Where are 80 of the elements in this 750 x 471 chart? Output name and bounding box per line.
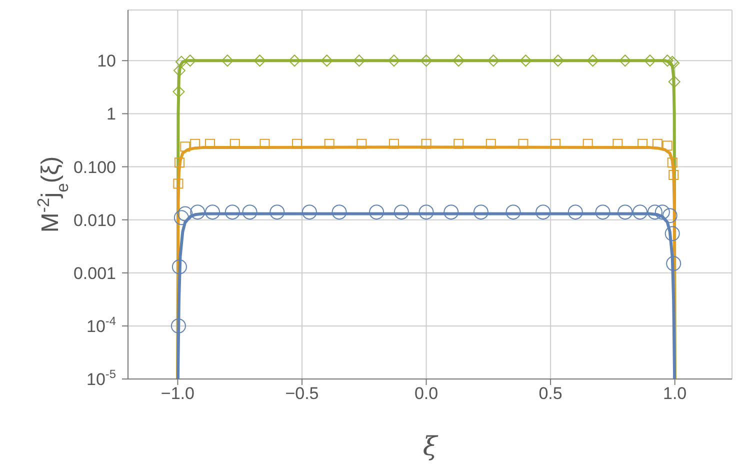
point: [420, 54, 432, 67]
point: [174, 158, 184, 168]
point: [486, 138, 496, 149]
point: [618, 204, 633, 220]
point: [324, 138, 334, 149]
point: [205, 204, 220, 220]
point: [172, 259, 187, 274]
point: [184, 54, 196, 67]
point: [487, 54, 500, 67]
y-tick-label: 1: [106, 104, 116, 124]
point: [452, 54, 465, 67]
point: [595, 204, 610, 220]
y-tick-label: 10$^{-5}$: [86, 367, 116, 389]
point: [172, 86, 185, 98]
point: [320, 54, 333, 67]
point: [518, 138, 528, 149]
point: [242, 204, 258, 220]
point: [388, 54, 400, 67]
point: [174, 210, 189, 226]
point: [173, 64, 186, 77]
y-tick-label: 10: [97, 52, 116, 71]
point: [654, 204, 670, 220]
point: [332, 204, 347, 220]
point: [356, 138, 367, 149]
point: [221, 54, 234, 67]
point: [180, 142, 190, 152]
y-tick-label: 0.100: [73, 158, 116, 177]
point: [506, 204, 521, 220]
point: [178, 206, 193, 222]
point: [394, 204, 409, 220]
point: [661, 54, 674, 67]
point: [652, 138, 662, 149]
point: [288, 54, 301, 67]
point: [552, 54, 564, 67]
point: [568, 204, 583, 220]
x-tick-label: 0.5: [538, 384, 562, 404]
point: [662, 208, 678, 224]
point: [473, 204, 488, 220]
x-axis-title: ξ: [422, 432, 439, 462]
point: [619, 54, 632, 67]
y-tick-label: 0.010: [73, 210, 116, 230]
point: [550, 138, 561, 149]
point: [353, 54, 366, 67]
point: [668, 76, 680, 88]
point: [667, 158, 678, 168]
point: [170, 318, 186, 334]
point: [421, 138, 432, 149]
x-tick-label: 0.0: [414, 384, 438, 404]
point: [582, 138, 593, 149]
point: [520, 54, 532, 67]
point: [270, 204, 285, 220]
point: [632, 204, 648, 220]
point: [454, 138, 464, 149]
point: [254, 54, 266, 67]
point: [444, 204, 459, 220]
point: [175, 56, 188, 68]
point: [668, 170, 679, 180]
point: [644, 54, 656, 67]
x-tick-label: −0.5: [285, 384, 319, 404]
point: [586, 54, 599, 67]
point: [388, 138, 399, 149]
point: [418, 204, 434, 220]
point: [664, 226, 680, 242]
point: [536, 204, 551, 220]
point: [612, 138, 623, 149]
point: [666, 256, 682, 272]
y-tick-label: 10$^{-4}$: [86, 314, 116, 336]
point: [190, 204, 206, 220]
point: [224, 204, 240, 220]
x-tick-label: −1.0: [160, 384, 194, 404]
point: [173, 178, 184, 189]
point: [302, 204, 317, 220]
point: [292, 138, 302, 149]
y-tick-label: 0.001: [73, 264, 116, 283]
point: [662, 140, 672, 151]
point: [647, 204, 662, 220]
point: [369, 204, 384, 220]
x-tick-label: 1.0: [663, 384, 687, 404]
point: [190, 138, 200, 149]
point: [260, 138, 270, 149]
